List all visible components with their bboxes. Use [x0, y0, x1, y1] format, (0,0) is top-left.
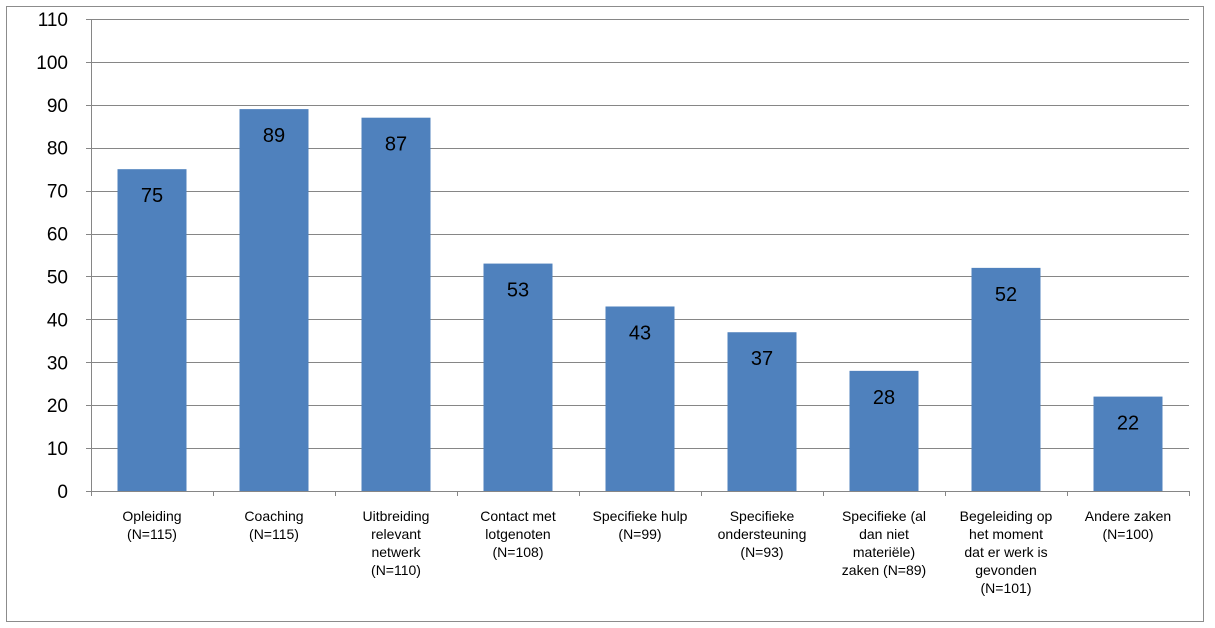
data-label: 53	[507, 280, 529, 302]
y-tick-label: 50	[47, 267, 68, 288]
category-label: Specifieke (al dan niet materiële) zaken (N…	[842, 508, 926, 578]
category-label-line: ondersteuning	[718, 526, 807, 542]
category-label-line: gevonden	[975, 562, 1037, 578]
bars	[117, 109, 1163, 491]
category-label-line: (N=115)	[127, 526, 177, 542]
category-label-line: materiële)	[853, 544, 915, 560]
data-label: 89	[263, 125, 285, 147]
y-tick-label: 10	[47, 439, 68, 460]
bar	[605, 306, 675, 491]
y-tick-label: 90	[47, 96, 68, 117]
category-label: Contact met lotgenoten (N=108)	[480, 508, 556, 560]
category-label-line: (N=115)	[249, 526, 299, 542]
category-label-line: Uitbreiding	[363, 508, 430, 524]
category-label-line: (N=100)	[1103, 526, 1154, 542]
category-label-line: dat er werk is	[964, 544, 1047, 560]
category-label: Andere zaken (N=100)	[1085, 508, 1171, 542]
bar	[361, 117, 431, 491]
y-tick-label: 110	[38, 10, 68, 31]
category-label-line: lotgenoten	[485, 526, 550, 542]
data-label: 43	[629, 322, 651, 344]
category-label-line: Begeleiding op	[960, 508, 1053, 524]
category-label-line: (N=108)	[493, 544, 544, 560]
category-label-line: dan niet	[859, 526, 909, 542]
category-label-line: zaken (N=89)	[842, 562, 926, 578]
category-label-line: (N=99)	[618, 526, 661, 542]
category-label: Uitbreiding relevant netwerk (N=110)	[363, 508, 430, 578]
category-label-line: het moment	[969, 526, 1043, 542]
bar	[483, 263, 553, 491]
bar	[849, 370, 919, 491]
bar	[117, 169, 187, 491]
category-label-line: relevant	[371, 526, 421, 542]
category-label: Specifieke hulp (N=99)	[593, 508, 688, 542]
y-tick-label: 100	[36, 53, 68, 74]
category-label-line: Specifieke hulp	[593, 508, 688, 524]
bar	[1093, 396, 1163, 491]
data-label: 87	[385, 134, 407, 156]
category-label: Coaching (N=115)	[244, 508, 303, 542]
data-label: 28	[873, 387, 895, 409]
axes	[86, 19, 1190, 496]
category-label-line: (N=110)	[371, 562, 421, 578]
bar	[239, 109, 309, 491]
category-label-line: Coaching	[244, 508, 303, 524]
category-label: Begeleiding op het moment dat er werk is ge…	[960, 508, 1053, 596]
y-tick-label: 60	[47, 225, 68, 246]
category-label: Specifieke ondersteuning (N=93)	[718, 508, 807, 560]
y-tick-label: 20	[47, 396, 68, 417]
category-label-line: (N=93)	[740, 544, 783, 560]
category-label: Opleiding (N=115)	[122, 508, 181, 542]
category-label-line: Opleiding	[122, 508, 181, 524]
bar	[727, 332, 797, 491]
y-tick-label: 80	[47, 139, 68, 160]
data-label: 22	[1117, 413, 1139, 435]
data-label: 37	[751, 348, 773, 370]
bar	[971, 267, 1041, 491]
data-label: 52	[995, 284, 1017, 306]
labels: 0 10 20 30 40 50 60 70 80 90 100 110 75 Opleiding (N=1…	[36, 10, 1171, 596]
y-tick-label: 70	[47, 182, 68, 203]
category-label-line: Specifieke (al	[842, 508, 926, 524]
y-tick-label: 30	[47, 353, 68, 374]
category-label-line: Andere zaken	[1085, 508, 1171, 524]
category-label-line: netwerk	[371, 544, 421, 560]
y-tick-label: 0	[57, 482, 68, 503]
category-label-line: (N=101)	[981, 580, 1032, 596]
data-label: 75	[141, 185, 163, 207]
y-tick-label: 40	[47, 310, 68, 331]
category-label-line: Specifieke	[730, 508, 795, 524]
category-label-line: Contact met	[480, 508, 556, 524]
